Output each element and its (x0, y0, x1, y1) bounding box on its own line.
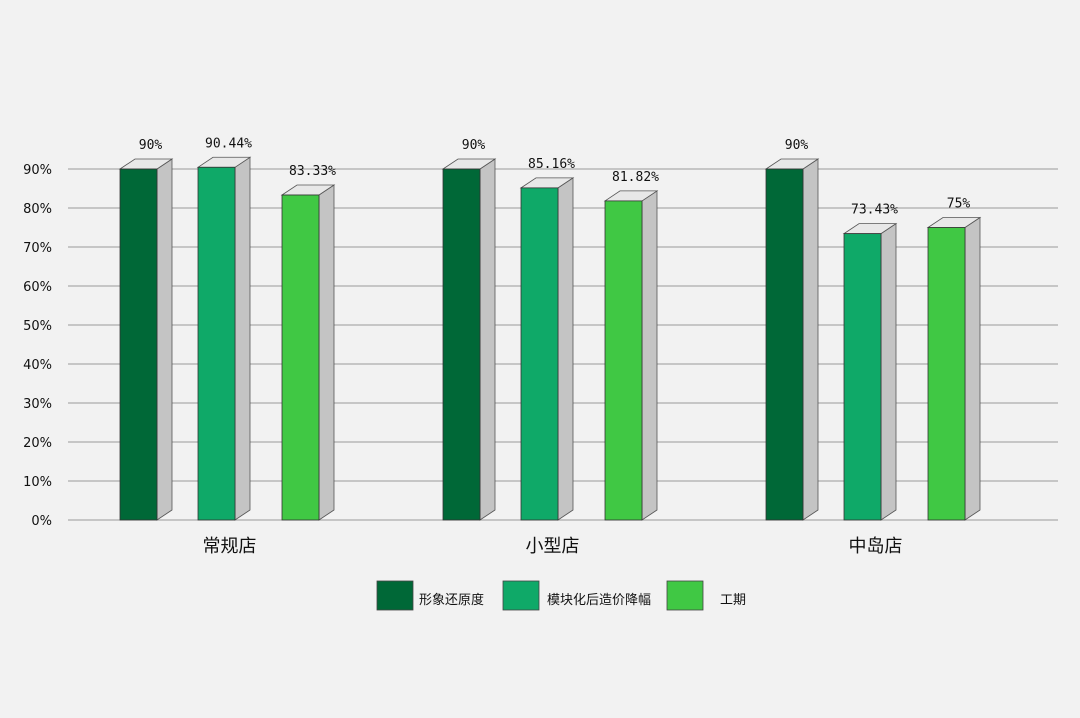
value-label: 73.43% (851, 203, 898, 218)
category-label: 中岛店 (849, 536, 903, 557)
legend-item: 工期 (666, 580, 746, 611)
legend-item: 形象还原度 (376, 580, 484, 611)
legend: 形象还原度 模块化后造价降幅 工期 (376, 580, 746, 611)
bar: 75% (926, 197, 982, 521)
bar: 85.16% (519, 157, 575, 521)
y-tick-label: 0% (31, 514, 52, 529)
value-label: 83.33% (289, 164, 336, 179)
y-tick-label: 50% (23, 319, 52, 334)
legend-item: 模块化后造价降幅 (502, 580, 651, 611)
y-tick-label: 30% (23, 397, 52, 412)
value-label: 90% (139, 138, 163, 153)
y-tick-label: 40% (23, 358, 52, 373)
legend-label: 形象还原度 (419, 592, 484, 608)
y-tick-label: 20% (23, 436, 52, 451)
value-label: 85.16% (528, 157, 575, 172)
bar: 83.33% (280, 164, 336, 521)
y-axis-labels: 0% 10% 20% 30% 40% 50% 60% 70% 80% 90% (23, 163, 52, 529)
value-label: 90% (462, 138, 486, 153)
category-label: 常规店 (203, 536, 257, 557)
category-labels: 常规店 小型店 中岛店 (203, 536, 903, 557)
bar: 81.82% (603, 170, 659, 521)
category-label: 小型店 (526, 536, 580, 557)
bar: 73.43% (842, 203, 898, 521)
bar: 90% (764, 138, 820, 521)
y-tick-label: 70% (23, 241, 52, 256)
value-label: 75% (947, 197, 971, 212)
legend-label: 工期 (720, 593, 746, 608)
y-tick-label: 90% (23, 163, 52, 178)
bar: 90.44% (196, 136, 252, 521)
y-tick-label: 10% (23, 475, 52, 490)
value-label: 90.44% (205, 136, 252, 151)
value-label: 81.82% (612, 170, 659, 185)
value-label: 90% (785, 138, 809, 153)
legend-swatch (502, 580, 540, 611)
legend-swatch (376, 580, 414, 611)
bar: 90% (118, 138, 174, 521)
legend-swatch (666, 580, 704, 611)
bars: 90% 90.44% 83.33% 90% 85.16% 81.82% 90% 73.43% 7… (118, 136, 982, 521)
y-tick-label: 60% (23, 280, 52, 295)
bar: 90% (441, 138, 497, 521)
legend-label: 模块化后造价降幅 (547, 593, 651, 608)
y-tick-label: 80% (23, 202, 52, 217)
